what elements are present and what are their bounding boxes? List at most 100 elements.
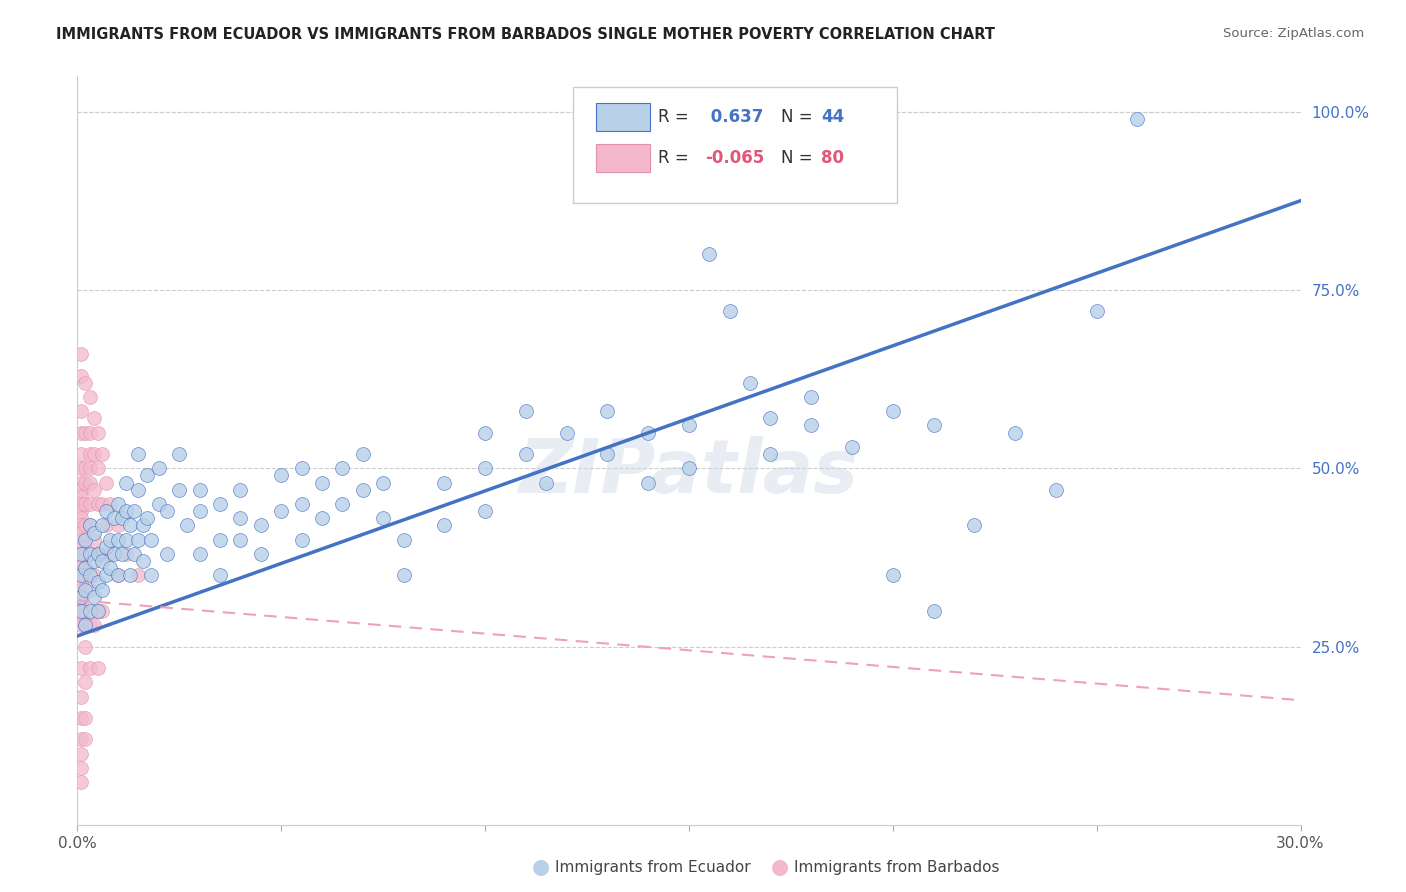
Point bbox=[103, 511, 125, 525]
Point bbox=[70, 604, 93, 618]
Point bbox=[311, 475, 333, 490]
Point bbox=[70, 590, 93, 604]
Point bbox=[124, 504, 146, 518]
Point bbox=[115, 533, 138, 547]
Point bbox=[596, 447, 619, 461]
Text: N =: N = bbox=[780, 149, 817, 167]
Point bbox=[75, 376, 97, 390]
Point bbox=[98, 497, 121, 511]
Point bbox=[70, 732, 93, 747]
Point bbox=[79, 390, 101, 404]
Point bbox=[208, 497, 231, 511]
Point bbox=[678, 461, 700, 475]
Point bbox=[290, 461, 312, 475]
Point bbox=[474, 504, 496, 518]
Point bbox=[79, 661, 101, 675]
Point bbox=[1045, 483, 1067, 497]
Point bbox=[79, 461, 101, 475]
Point bbox=[70, 575, 93, 590]
Text: ZIPatlas: ZIPatlas bbox=[519, 436, 859, 509]
Point bbox=[156, 504, 179, 518]
Point bbox=[678, 418, 700, 433]
Text: -0.065: -0.065 bbox=[704, 149, 763, 167]
Point bbox=[759, 411, 782, 425]
Point bbox=[70, 347, 93, 361]
Point bbox=[229, 483, 252, 497]
Text: Immigrants from Ecuador: Immigrants from Ecuador bbox=[555, 860, 751, 874]
Point bbox=[882, 404, 904, 418]
Point bbox=[229, 511, 252, 525]
Point bbox=[208, 568, 231, 582]
Point bbox=[79, 475, 101, 490]
Point bbox=[70, 711, 93, 725]
Point bbox=[139, 568, 162, 582]
Point bbox=[107, 518, 129, 533]
Point bbox=[75, 497, 97, 511]
Point bbox=[75, 604, 97, 618]
Point bbox=[94, 568, 117, 582]
Point bbox=[352, 483, 374, 497]
Point bbox=[290, 497, 312, 511]
Point bbox=[75, 518, 97, 533]
Point bbox=[111, 511, 134, 525]
Point bbox=[115, 475, 138, 490]
Point bbox=[963, 518, 986, 533]
FancyBboxPatch shape bbox=[572, 87, 897, 203]
Point bbox=[70, 447, 93, 461]
Point bbox=[111, 547, 134, 561]
Point bbox=[208, 533, 231, 547]
Point bbox=[120, 568, 142, 582]
Point bbox=[94, 504, 117, 518]
Point bbox=[79, 582, 101, 597]
Point bbox=[332, 497, 354, 511]
Point bbox=[70, 504, 93, 518]
Point bbox=[1085, 304, 1108, 318]
Point bbox=[87, 604, 110, 618]
Point bbox=[75, 618, 97, 632]
Point bbox=[79, 547, 101, 561]
Point bbox=[79, 604, 101, 618]
Point bbox=[922, 604, 945, 618]
Point bbox=[800, 418, 823, 433]
Point bbox=[90, 547, 112, 561]
Point bbox=[135, 511, 157, 525]
Point bbox=[75, 425, 97, 440]
Point bbox=[79, 547, 101, 561]
Point bbox=[87, 547, 110, 561]
Point bbox=[127, 533, 149, 547]
Point bbox=[75, 732, 97, 747]
Point bbox=[98, 533, 121, 547]
Text: 0.637: 0.637 bbox=[704, 108, 763, 126]
Point bbox=[94, 540, 117, 554]
Point bbox=[94, 518, 117, 533]
Point bbox=[70, 775, 93, 789]
Point bbox=[70, 761, 93, 775]
Point bbox=[127, 483, 149, 497]
Point bbox=[332, 461, 354, 475]
Point bbox=[94, 475, 117, 490]
Point bbox=[70, 497, 93, 511]
Point bbox=[83, 411, 105, 425]
Point bbox=[70, 461, 93, 475]
Point bbox=[98, 547, 121, 561]
Point bbox=[90, 554, 112, 568]
Point bbox=[433, 518, 456, 533]
Point bbox=[115, 547, 138, 561]
Point bbox=[70, 368, 93, 383]
Point bbox=[70, 611, 93, 625]
Point bbox=[115, 504, 138, 518]
Point bbox=[474, 461, 496, 475]
Point bbox=[83, 533, 105, 547]
Point bbox=[156, 547, 179, 561]
Point bbox=[70, 490, 93, 504]
Point bbox=[70, 590, 93, 604]
Text: N =: N = bbox=[780, 108, 817, 126]
Point bbox=[70, 561, 93, 575]
Point bbox=[515, 447, 537, 461]
Point bbox=[70, 747, 93, 761]
Point bbox=[131, 554, 153, 568]
Point bbox=[882, 568, 904, 582]
Point bbox=[311, 511, 333, 525]
Point bbox=[800, 390, 823, 404]
Point bbox=[70, 404, 93, 418]
